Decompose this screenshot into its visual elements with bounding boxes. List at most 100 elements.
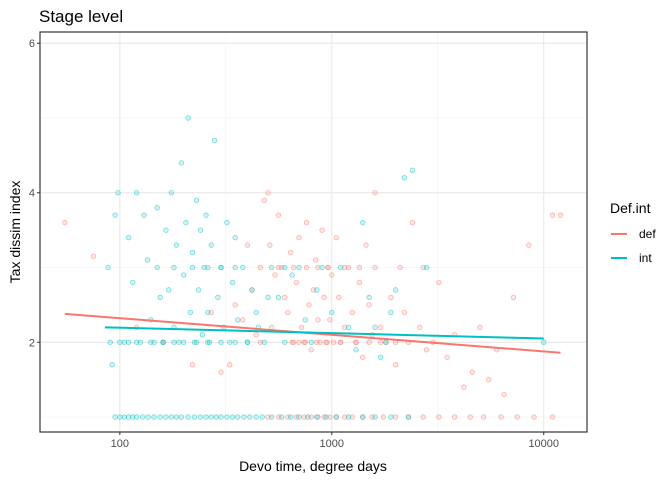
point-def — [308, 347, 314, 353]
point-int — [423, 264, 430, 271]
point-int — [171, 339, 177, 345]
point-int — [205, 309, 211, 316]
point-int — [224, 220, 230, 226]
point-def — [314, 339, 320, 345]
point-int — [208, 242, 214, 248]
point-def — [325, 264, 331, 271]
point-int — [218, 264, 224, 271]
point-def — [397, 264, 403, 271]
point-def — [218, 369, 224, 375]
legend-label-def: def — [639, 227, 656, 241]
point-int — [201, 264, 207, 271]
point-def — [257, 264, 263, 271]
point-def — [423, 347, 430, 353]
point-int — [296, 264, 302, 271]
point-int — [383, 339, 389, 345]
point-def — [469, 369, 475, 375]
point-def — [356, 279, 363, 286]
point-def — [288, 249, 294, 256]
point-int — [137, 339, 144, 345]
point-int — [125, 339, 132, 345]
point-int — [176, 339, 182, 345]
point-def — [498, 414, 504, 420]
y-tick-label: 6 — [29, 38, 35, 50]
point-def — [62, 220, 68, 226]
legend: Def.int def int — [610, 200, 656, 267]
point-int — [345, 414, 352, 420]
point-def — [349, 414, 355, 420]
point-int — [151, 414, 157, 420]
point-int — [173, 414, 180, 420]
point-def — [272, 272, 278, 278]
x-axis-title: Devo time, degree days — [239, 458, 387, 474]
point-int — [244, 339, 251, 345]
point-int — [133, 190, 140, 196]
point-int — [117, 339, 123, 345]
point-def — [267, 242, 273, 248]
point-def — [360, 354, 366, 360]
point-def — [301, 414, 307, 420]
point-def — [392, 414, 399, 420]
point-int — [193, 197, 200, 203]
point-def — [324, 339, 330, 345]
point-def — [315, 264, 321, 271]
point-int — [319, 264, 325, 271]
point-int — [229, 414, 236, 420]
point-def — [275, 264, 282, 271]
point-int — [366, 294, 372, 301]
point-def — [372, 190, 378, 196]
point-int — [377, 354, 384, 360]
point-def — [380, 414, 386, 420]
point-int — [191, 414, 198, 420]
point-def — [315, 317, 321, 323]
point-def — [261, 197, 267, 203]
point-def — [388, 294, 394, 301]
point-int — [171, 264, 177, 271]
point-int — [211, 137, 218, 144]
point-def — [444, 354, 450, 360]
point-int — [197, 227, 204, 233]
trendlines-layer — [64, 312, 561, 354]
point-int — [133, 339, 140, 345]
point-def — [372, 264, 378, 271]
point-int — [388, 414, 394, 420]
point-def — [486, 377, 492, 383]
point-def — [349, 309, 355, 316]
point-int — [224, 414, 230, 420]
point-int — [345, 324, 352, 330]
point-int — [337, 264, 344, 271]
point-int — [323, 414, 329, 420]
point-int — [125, 234, 132, 241]
point-int — [189, 249, 196, 256]
point-int — [333, 414, 339, 420]
point-def — [436, 414, 442, 420]
point-def — [296, 234, 302, 241]
point-int — [253, 309, 259, 316]
point-def — [289, 339, 295, 345]
point-def — [501, 391, 507, 398]
point-int — [305, 414, 311, 420]
point-def — [377, 324, 384, 330]
point-int — [157, 294, 163, 301]
point-def — [417, 324, 423, 330]
point-def — [240, 317, 246, 323]
point-int — [105, 264, 111, 271]
point-int — [206, 339, 213, 345]
point-int — [178, 414, 184, 420]
point-def — [401, 309, 408, 316]
point-int — [227, 339, 233, 345]
point-int — [163, 227, 169, 233]
point-def — [392, 362, 399, 368]
point-def — [329, 272, 335, 278]
point-int — [372, 324, 378, 330]
point-int — [163, 414, 169, 420]
point-def — [526, 242, 532, 248]
point-int — [181, 272, 187, 278]
point-int — [208, 414, 214, 420]
point-int — [289, 272, 295, 278]
point-def — [90, 253, 97, 259]
point-def — [480, 414, 487, 420]
point-int — [392, 287, 399, 293]
point-int — [195, 287, 202, 293]
point-int — [372, 414, 378, 420]
